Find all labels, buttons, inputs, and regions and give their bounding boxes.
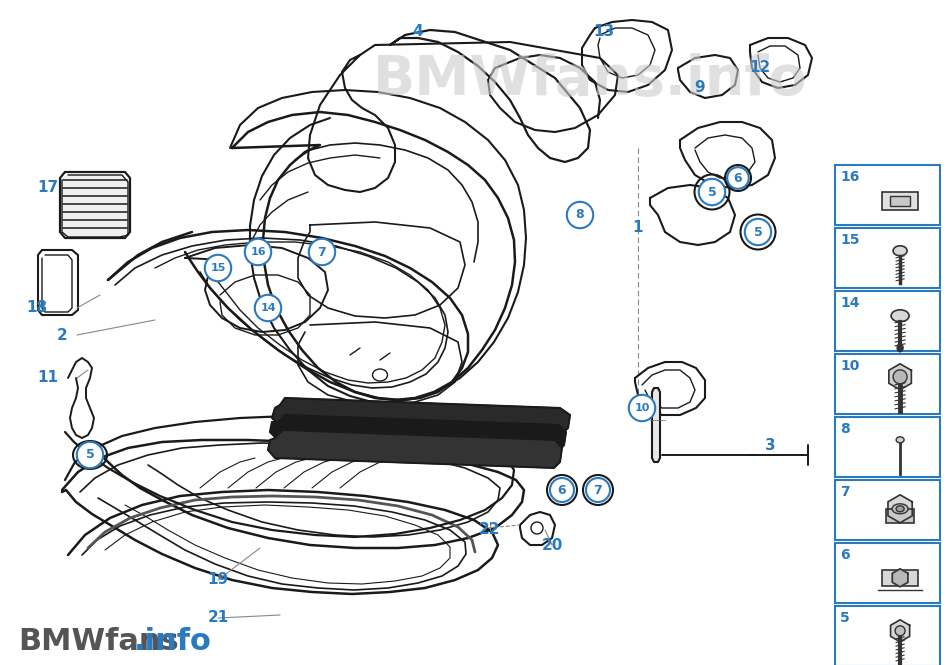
Circle shape [77,442,104,468]
Circle shape [255,295,281,321]
Text: 15: 15 [840,233,860,247]
Circle shape [550,478,574,502]
Circle shape [727,167,749,189]
FancyBboxPatch shape [835,165,940,225]
FancyBboxPatch shape [835,354,940,414]
Text: 22: 22 [479,523,501,537]
Polygon shape [62,175,128,237]
Text: 5: 5 [708,186,716,198]
Polygon shape [889,364,911,390]
Ellipse shape [897,344,903,352]
Ellipse shape [896,506,904,512]
Text: 5: 5 [840,611,849,625]
Text: 16: 16 [250,247,266,257]
Text: 19: 19 [207,573,229,587]
Bar [883,192,918,209]
FancyBboxPatch shape [835,228,940,288]
Text: 11: 11 [37,370,58,386]
Text: 5: 5 [86,448,94,462]
FancyBboxPatch shape [835,606,940,665]
Text: 21: 21 [207,610,229,626]
Circle shape [699,179,725,205]
FancyBboxPatch shape [835,291,940,351]
Circle shape [586,478,610,502]
Text: 6: 6 [840,548,849,562]
Polygon shape [888,495,912,523]
Text: 15: 15 [210,263,226,273]
Text: 9: 9 [694,80,705,96]
Text: 2: 2 [57,327,68,342]
Text: 17: 17 [37,180,58,196]
Text: 12: 12 [750,61,770,76]
Circle shape [745,219,771,245]
Text: 4: 4 [412,25,424,39]
Polygon shape [270,415,566,452]
Bar [883,570,918,586]
Text: 10: 10 [635,403,650,413]
Ellipse shape [895,626,905,636]
Text: 7: 7 [840,485,849,499]
FancyBboxPatch shape [835,543,940,603]
Text: 13: 13 [594,25,615,39]
Circle shape [629,395,655,421]
Text: 1: 1 [633,221,643,235]
Text: 20: 20 [542,537,562,553]
Text: 14: 14 [260,303,276,313]
Polygon shape [268,430,562,468]
Text: 3: 3 [765,438,775,452]
Ellipse shape [892,504,908,514]
Text: 7: 7 [594,483,602,497]
Circle shape [245,239,271,265]
Circle shape [205,255,231,281]
Text: 10: 10 [840,359,860,373]
Text: 8: 8 [840,422,849,436]
Text: 14: 14 [840,296,860,310]
Bar [886,509,914,523]
Text: BMWfans.info: BMWfans.info [372,53,808,107]
Bar [890,196,910,205]
Ellipse shape [893,370,907,384]
Text: 18: 18 [26,301,47,315]
Text: 8: 8 [576,209,584,221]
FancyBboxPatch shape [835,417,940,477]
Text: BMWfans: BMWfans [18,628,179,656]
Circle shape [567,201,593,228]
FancyBboxPatch shape [835,480,940,540]
Text: 6: 6 [733,172,742,184]
Text: 7: 7 [317,245,327,259]
Text: .info: .info [134,628,212,656]
Text: 16: 16 [840,170,860,184]
Text: 6: 6 [558,483,566,497]
Circle shape [309,239,335,265]
Ellipse shape [893,246,907,256]
Polygon shape [272,398,570,435]
Text: 5: 5 [753,225,762,239]
Polygon shape [890,620,910,642]
Ellipse shape [896,437,904,443]
Polygon shape [652,388,660,462]
Polygon shape [892,569,908,587]
Ellipse shape [891,310,909,322]
